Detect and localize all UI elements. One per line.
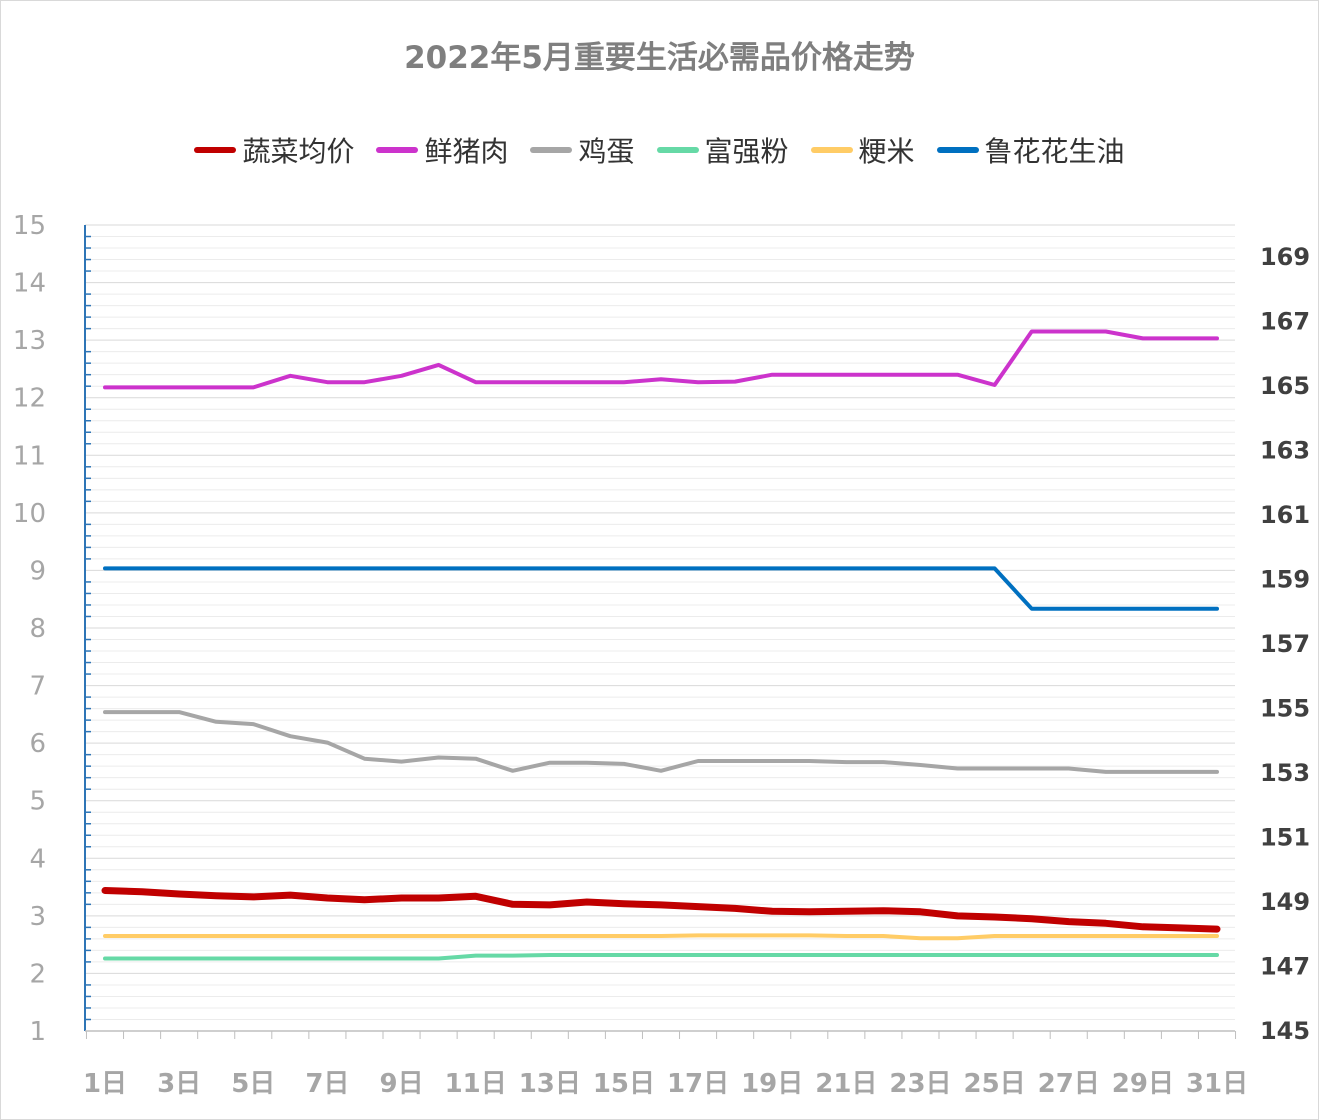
y-left-tick-label: 11 (13, 441, 46, 471)
x-tick-label: 31日 (1186, 1069, 1248, 1099)
legend-swatch (376, 147, 419, 153)
x-tick-label: 21日 (815, 1069, 877, 1099)
legend-label: 蔬菜均价 (242, 135, 355, 168)
y-right-tick-label: 165 (1260, 372, 1310, 400)
y-left-tick-label: 6 (29, 729, 46, 759)
y-left-tick-label: 7 (29, 672, 46, 702)
y-left-tick-label: 8 (29, 614, 46, 644)
legend-label: 鸡蛋 (578, 135, 635, 168)
y-left-tick-label: 5 (29, 787, 46, 817)
y-right-tick-label: 155 (1260, 695, 1310, 723)
y-left-tick-label: 15 (13, 211, 46, 241)
legend-item: 鲁花花生油 (936, 130, 1125, 170)
y-right-tick-label: 151 (1260, 824, 1310, 852)
x-tick-label: 29日 (1112, 1069, 1174, 1099)
y-left-tick-label: 2 (29, 959, 46, 989)
legend-label: 粳米 (858, 135, 915, 168)
y-left-tick-label: 1 (29, 1017, 46, 1047)
x-tick-label: 23日 (889, 1069, 951, 1099)
x-tick-label: 9日 (379, 1069, 423, 1099)
x-tick-label: 25日 (964, 1069, 1026, 1099)
x-tick-label: 1日 (83, 1069, 127, 1099)
y-right-tick-label: 157 (1260, 630, 1310, 658)
legend-label: 鲁花花生油 (984, 135, 1125, 168)
y-right-tick-label: 153 (1260, 759, 1310, 787)
chart-title: 2022年5月重要生活必需品价格走势 (404, 40, 915, 76)
chart-legend: 蔬菜均价 鲜猪肉 鸡蛋 富强粉 粳米 鲁花花生油 (0, 130, 1319, 170)
y-left-tick-label: 10 (13, 499, 46, 529)
y-left-tick-label: 14 (13, 269, 46, 299)
y-right-tick-label: 167 (1260, 308, 1310, 336)
series-line (103, 953, 1219, 961)
legend-swatch (194, 147, 237, 153)
x-tick-label: 19日 (741, 1069, 803, 1099)
series-line (103, 710, 1219, 774)
y-left-tick-label: 13 (13, 326, 46, 356)
series-line (101, 887, 1221, 933)
y-right-tick-label: 163 (1260, 437, 1310, 465)
y-right-tick-label: 161 (1260, 501, 1310, 529)
y-right-tick-label: 159 (1260, 566, 1310, 594)
y-left-tick-label: 9 (29, 556, 46, 586)
y-left-tick-label: 12 (13, 384, 46, 414)
legend-swatch (656, 147, 699, 153)
x-tick-label: 5日 (231, 1069, 275, 1099)
y-right-tick-label: 169 (1260, 243, 1310, 271)
legend-swatch (810, 147, 853, 153)
legend-item: 富强粉 (656, 130, 789, 170)
series-line (103, 933, 1219, 941)
y-right-tick-label: 147 (1260, 953, 1310, 981)
legend-label: 富强粉 (704, 135, 789, 168)
y-right-tick-label: 145 (1260, 1017, 1310, 1045)
legend-item: 鸡蛋 (530, 130, 635, 170)
legend-item: 粳米 (810, 130, 915, 170)
x-tick-label: 11日 (445, 1069, 507, 1099)
legend-swatch (936, 147, 979, 153)
x-tick-label: 13日 (519, 1069, 581, 1099)
x-tick-label: 15日 (593, 1069, 655, 1099)
y-right-tick-label: 149 (1260, 888, 1310, 916)
series-line (103, 566, 1219, 611)
legend-item: 蔬菜均价 (194, 130, 354, 170)
x-tick-label: 3日 (157, 1069, 201, 1099)
legend-item: 鲜猪肉 (376, 130, 508, 170)
x-tick-label: 7日 (305, 1069, 349, 1099)
y-left-tick-label: 4 (29, 844, 46, 874)
series-line (103, 329, 1219, 390)
legend-swatch (530, 147, 573, 153)
y-left-tick-label: 3 (29, 902, 46, 932)
legend-label: 鲜猪肉 (424, 135, 509, 168)
x-tick-label: 17日 (667, 1069, 729, 1099)
x-tick-label: 27日 (1038, 1069, 1100, 1099)
